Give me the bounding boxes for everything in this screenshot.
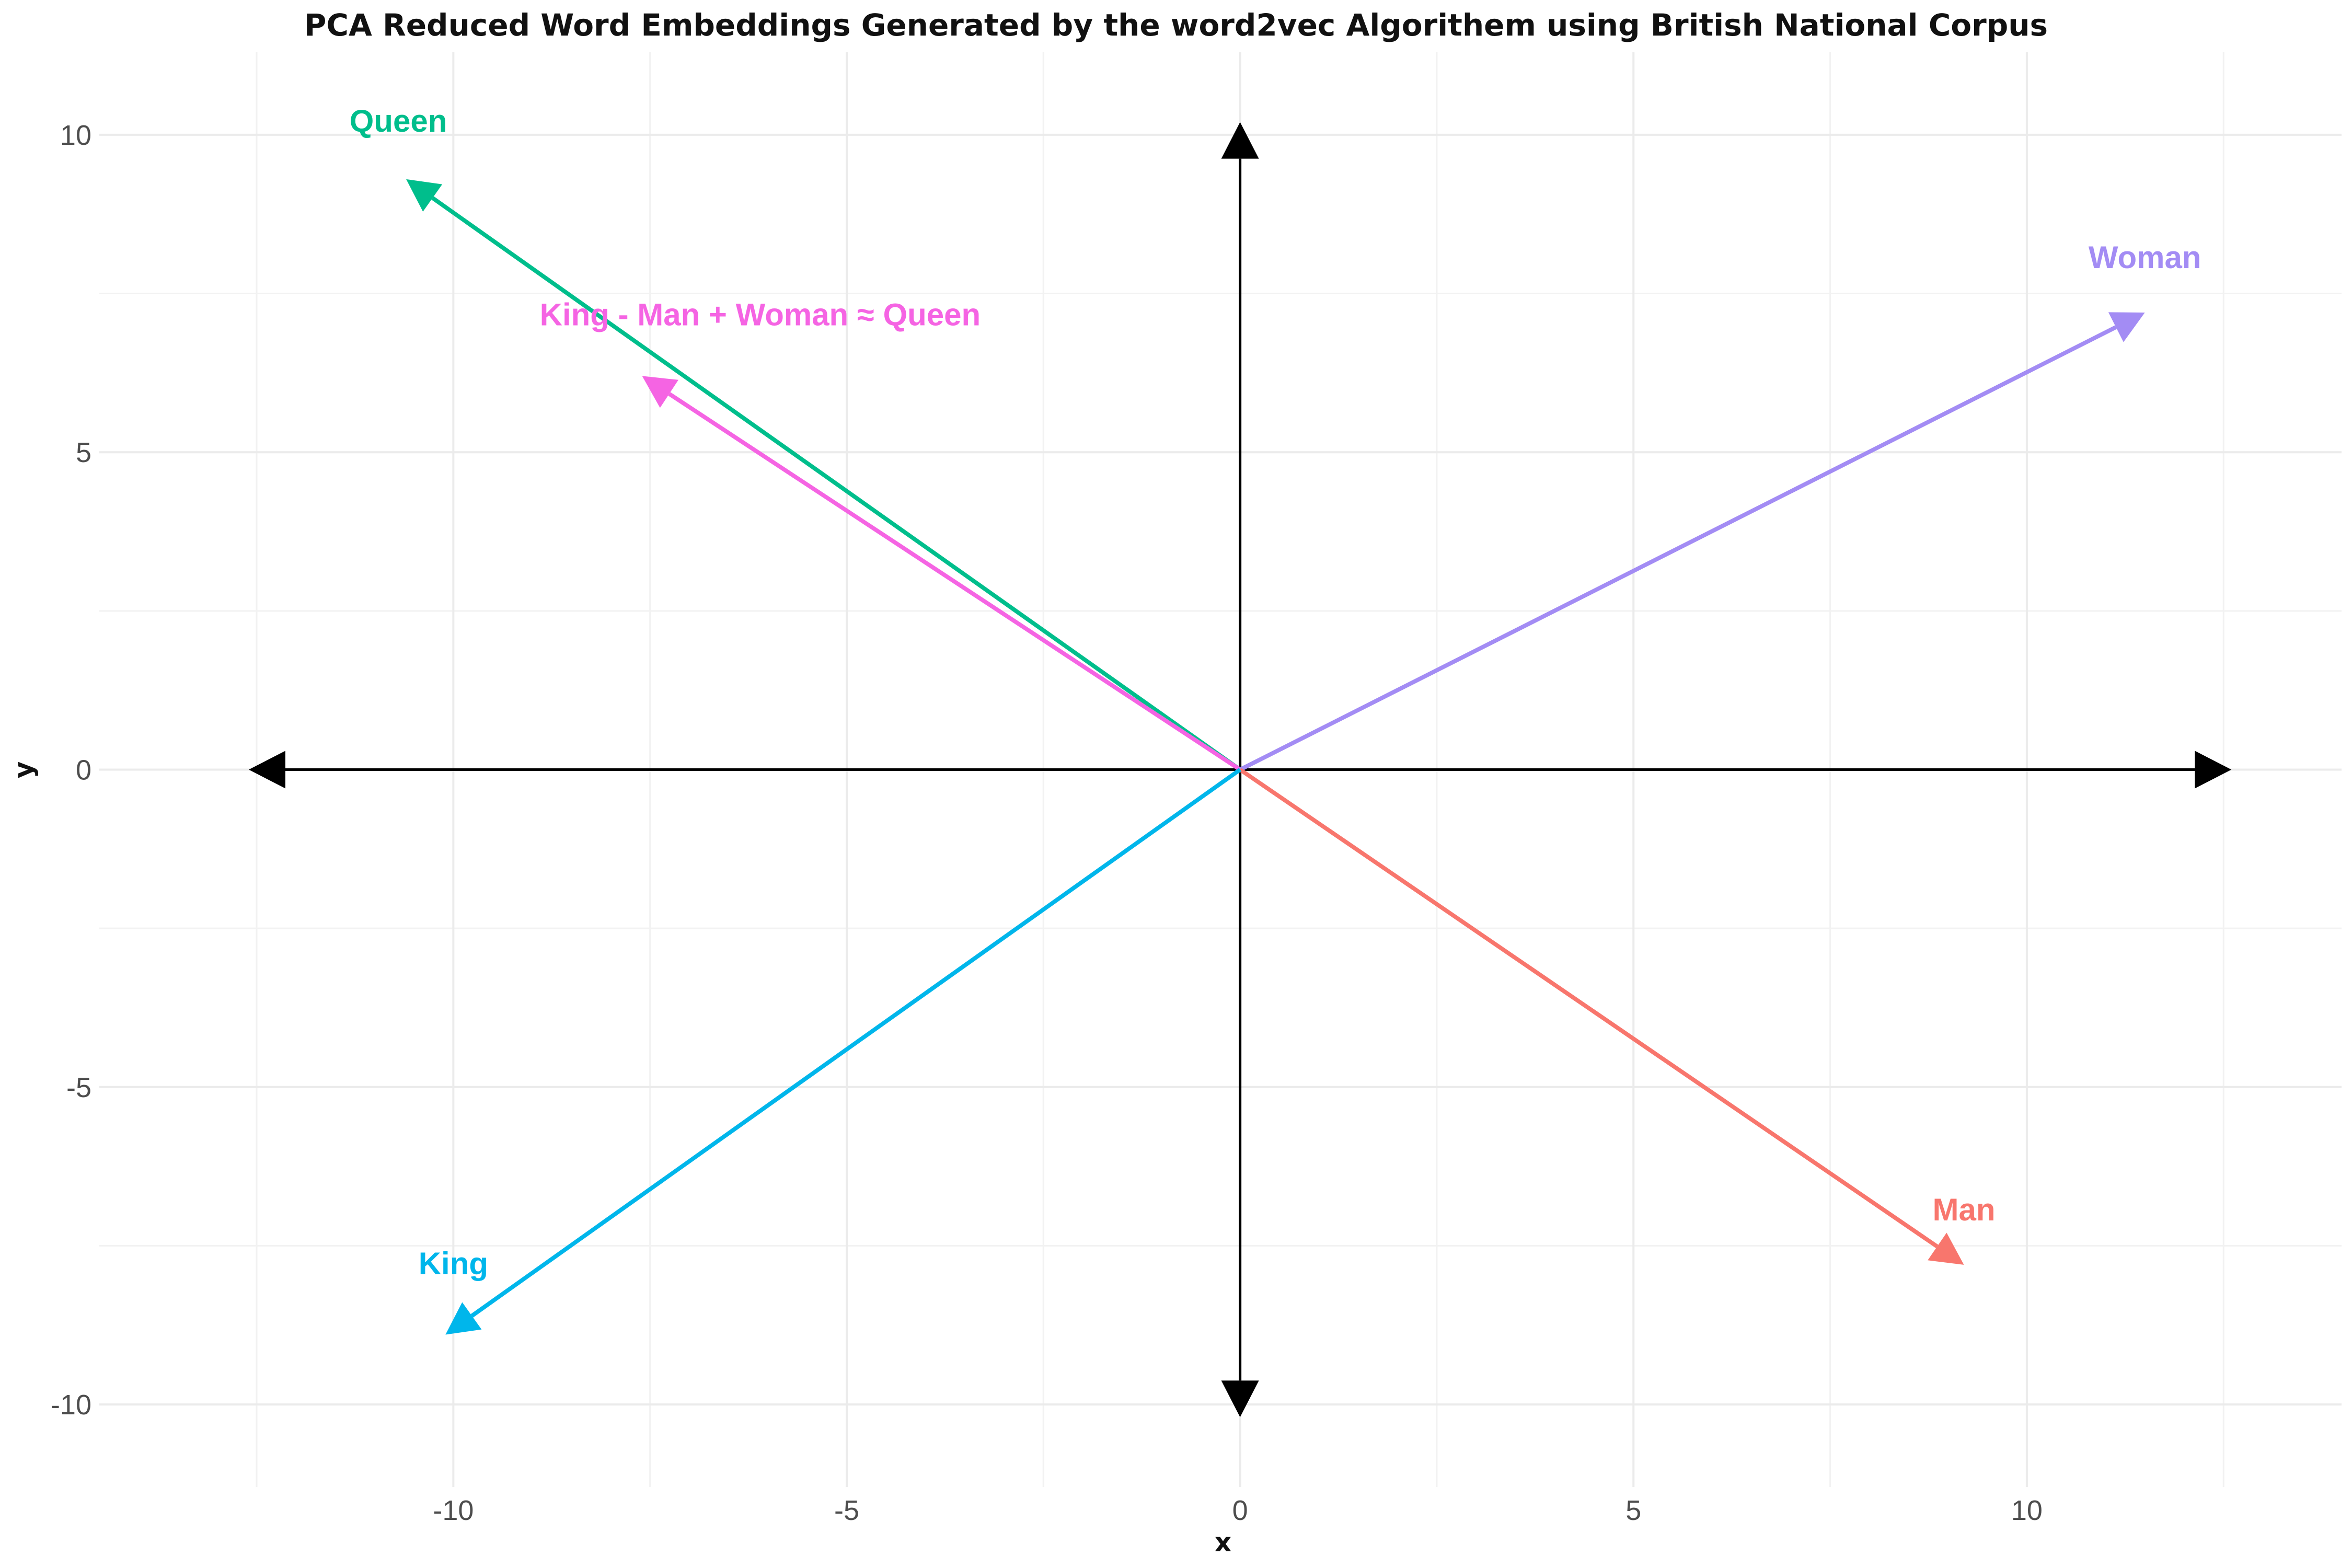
y-axis-positive-head [1221, 122, 1259, 159]
x-tick-label: 5 [1625, 1495, 1641, 1526]
chart-title: PCA Reduced Word Embeddings Generated by… [304, 7, 2048, 43]
x-tick-label: 10 [2011, 1495, 2043, 1526]
x-tick-label: -10 [433, 1495, 474, 1526]
x-tick-label: -5 [834, 1495, 859, 1526]
vectors [406, 179, 2145, 1335]
y-tick-label: 5 [76, 437, 91, 468]
y-tick-label: 10 [60, 120, 91, 151]
vector-label-king: King [419, 1246, 488, 1281]
vector-woman-shaft [1239, 325, 2117, 772]
y-tick-label: -10 [51, 1389, 91, 1421]
vector-king-head [445, 1302, 482, 1335]
x-axis-title: x [1215, 1527, 1231, 1558]
vector-king-man-woman-queen-shaft [668, 392, 1241, 771]
vector-king-man-woman-queen-head [642, 376, 678, 408]
vector-label-queen: Queen [350, 103, 447, 139]
vector-label-woman: Woman [2089, 240, 2201, 275]
vector-labels: Queen King - Man + Woman ≈ Queen Woman Man K… [350, 103, 2201, 1281]
tick-labels: -10 -5 0 5 10 -10 -5 0 5 10 [51, 120, 2043, 1526]
y-tick-label: -5 [66, 1072, 91, 1103]
vector-woman-head [2108, 312, 2145, 342]
y-axis-negative-head [1221, 1380, 1259, 1417]
x-axis-positive-head [2195, 751, 2232, 789]
y-axis-title: y [8, 762, 39, 779]
y-tick-label: 0 [76, 755, 91, 786]
x-tick-label: 0 [1232, 1495, 1248, 1526]
vector-label-king-man-woman-queen: King - Man + Woman ≈ Queen [540, 297, 981, 332]
vector-king-shaft [470, 768, 1241, 1318]
vector-queen-head [406, 179, 443, 212]
vector-man-head [1928, 1232, 1964, 1265]
vector-label-man: Man [1932, 1192, 1995, 1227]
vector-man-shaft [1239, 768, 1939, 1249]
x-axis-negative-head [249, 751, 285, 789]
axes [249, 122, 2232, 1417]
vector-queen-shaft [431, 196, 1241, 771]
